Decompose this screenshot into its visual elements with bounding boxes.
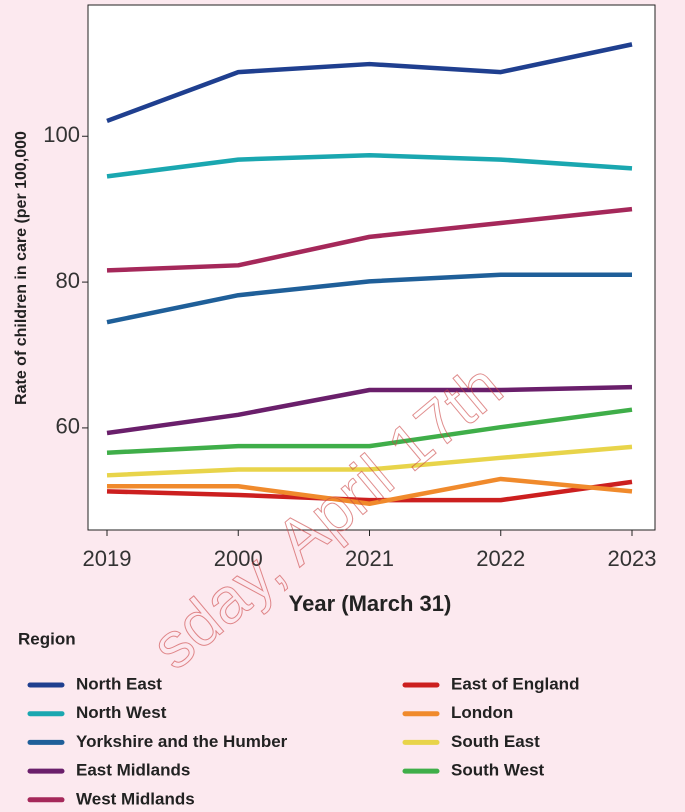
legend-title: Region — [18, 629, 76, 648]
x-tick-label: 2019 — [83, 546, 132, 571]
legend-label: East of England — [451, 674, 579, 693]
x-tick-label: 2022 — [476, 546, 525, 571]
legend-label: London — [451, 703, 513, 722]
x-tick-label: 2000 — [214, 546, 263, 571]
legend-label: East Midlands — [76, 761, 190, 780]
series-line — [106, 272, 632, 325]
series-line — [106, 384, 633, 436]
legend-label: West Midlands — [76, 789, 195, 808]
legend-label: South East — [451, 732, 540, 751]
y-tick-label: 80 — [56, 268, 80, 293]
x-axis-label: Year (March 31) — [289, 591, 452, 616]
series-line — [106, 152, 633, 179]
x-tick-label: 2021 — [345, 546, 394, 571]
y-tick-label: 60 — [56, 414, 80, 439]
series-line — [107, 476, 633, 506]
series-line — [106, 42, 633, 124]
series-line — [106, 444, 633, 478]
series-line — [106, 206, 633, 273]
y-tick-label: 100 — [43, 122, 80, 147]
series-line — [106, 407, 633, 455]
legend-label: South West — [451, 761, 545, 780]
series-line — [106, 479, 633, 503]
y-axis-label: Rate of children in care (per 100,000 — [13, 131, 30, 405]
legend-label: North East — [76, 674, 162, 693]
legend-label: North West — [76, 703, 167, 722]
legend-label: Yorkshire and the Humber — [76, 732, 288, 751]
x-tick-label: 2023 — [608, 546, 657, 571]
